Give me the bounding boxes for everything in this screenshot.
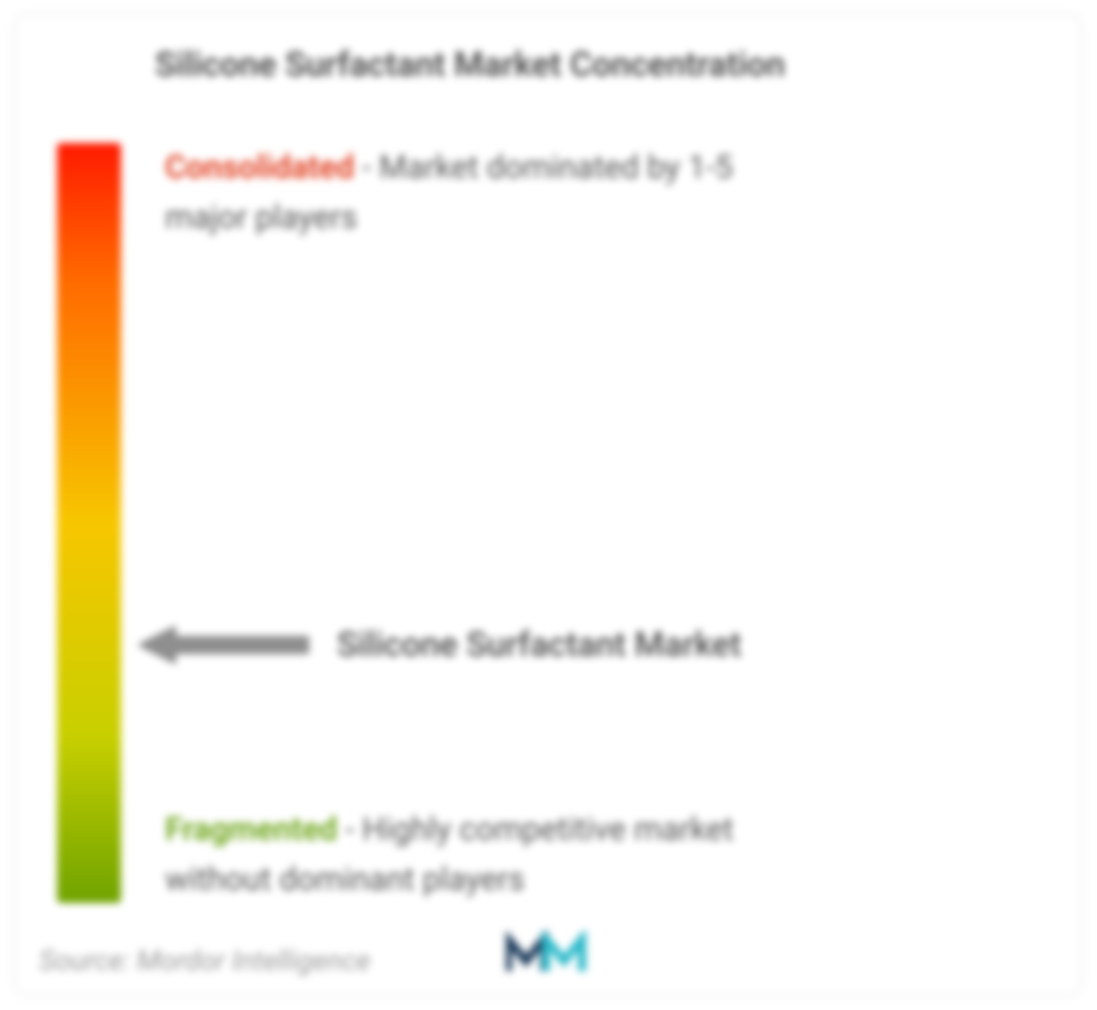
fragmented-description: Fragmented - Highly competitive market w…	[165, 805, 805, 904]
consolidated-keyword: Consolidated	[165, 148, 354, 186]
brand-logo	[506, 931, 590, 979]
arrow-left-icon	[139, 623, 309, 667]
chart-card: Silicone Surfactant Market Concentration…	[14, 14, 1082, 996]
consolidated-description: Consolidated - Market dominated by 1-5 m…	[165, 143, 785, 242]
market-pointer: Silicone Surfactant Market	[139, 623, 741, 667]
source-attribution: Source: Mordor Intelligence	[39, 944, 371, 977]
concentration-gradient-bar	[57, 143, 121, 903]
fragmented-keyword: Fragmented	[165, 810, 337, 848]
chart-title: Silicone Surfactant Market Concentration	[155, 45, 785, 85]
pointer-label: Silicone Surfactant Market	[337, 625, 741, 665]
logo-icon	[506, 931, 590, 975]
